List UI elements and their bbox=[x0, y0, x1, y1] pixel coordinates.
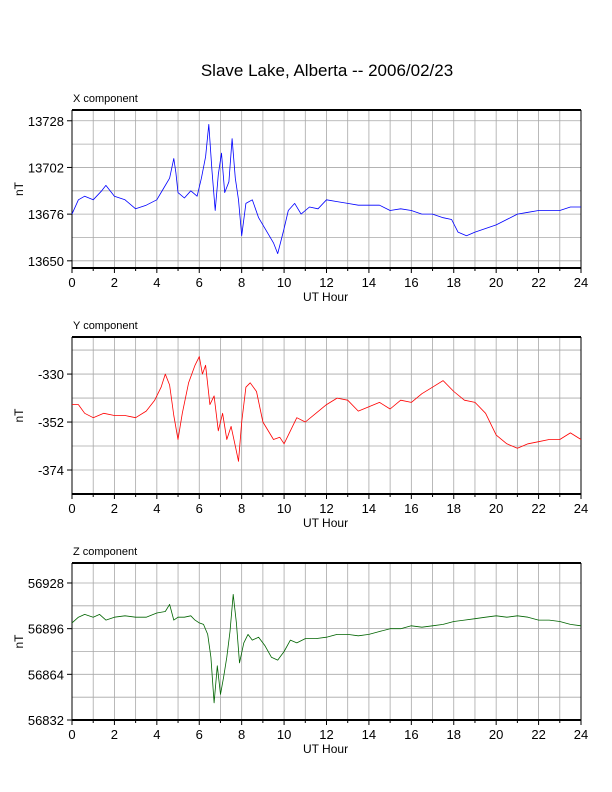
panel-title: X component bbox=[73, 93, 138, 105]
panel-title: Z component bbox=[73, 546, 137, 558]
x-tick-label: 4 bbox=[153, 727, 160, 742]
panel-title: Y component bbox=[73, 320, 138, 332]
x-tick-label: 18 bbox=[447, 727, 461, 742]
y-tick-label: -330 bbox=[38, 367, 64, 382]
y-axis-label: nT bbox=[12, 634, 26, 649]
y-tick-label: -352 bbox=[38, 415, 64, 430]
x-tick-label: 24 bbox=[574, 275, 588, 290]
x-tick-label: 6 bbox=[196, 275, 203, 290]
y-tick-label: 13650 bbox=[28, 254, 64, 269]
x-tick-label: 8 bbox=[238, 275, 245, 290]
x-tick-label: 8 bbox=[238, 501, 245, 516]
x-tick-label: 2 bbox=[111, 501, 118, 516]
x-tick-label: 22 bbox=[531, 727, 545, 742]
x-tick-label: 20 bbox=[489, 727, 503, 742]
x-tick-label: 0 bbox=[68, 501, 75, 516]
x-tick-label: 22 bbox=[531, 275, 545, 290]
y-axis-label: nT bbox=[12, 181, 26, 196]
x-tick-label: 4 bbox=[153, 501, 160, 516]
x-tick-label: 14 bbox=[362, 727, 376, 742]
x-tick-label: 2 bbox=[111, 727, 118, 742]
y-axis-label: nT bbox=[12, 408, 26, 423]
series-line bbox=[71, 594, 582, 704]
y-tick-label: 56928 bbox=[28, 576, 64, 591]
y-tick-label: 13676 bbox=[28, 207, 64, 222]
x-tick-label: 14 bbox=[362, 275, 376, 290]
y-tick-label: 56864 bbox=[28, 667, 64, 682]
x-tick-label: 16 bbox=[404, 275, 418, 290]
x-tick-label: 18 bbox=[447, 275, 461, 290]
x-tick-label: 6 bbox=[196, 727, 203, 742]
x-axis-label: UT Hour bbox=[303, 742, 348, 756]
x-tick-label: 4 bbox=[153, 275, 160, 290]
y-tick-label: 13728 bbox=[28, 114, 64, 129]
series-line bbox=[71, 124, 581, 255]
x-tick-label: 10 bbox=[277, 501, 291, 516]
x-tick-label: 10 bbox=[277, 275, 291, 290]
x-axis-label: UT Hour bbox=[303, 290, 348, 304]
y-tick-label: -374 bbox=[38, 463, 64, 478]
x-tick-label: 12 bbox=[319, 501, 333, 516]
y-tick-label: 13702 bbox=[28, 160, 64, 175]
x-tick-label: 0 bbox=[68, 275, 75, 290]
x-tick-label: 8 bbox=[238, 727, 245, 742]
series-line bbox=[72, 356, 582, 462]
x-tick-label: 20 bbox=[489, 275, 503, 290]
chart-title: Slave Lake, Alberta -- 2006/02/23 bbox=[201, 61, 453, 80]
x-tick-label: 24 bbox=[574, 501, 588, 516]
x-tick-label: 20 bbox=[489, 501, 503, 516]
x-tick-label: 2 bbox=[111, 275, 118, 290]
x-tick-label: 0 bbox=[68, 727, 75, 742]
x-tick-label: 6 bbox=[196, 501, 203, 516]
x-tick-label: 12 bbox=[319, 275, 333, 290]
y-tick-label: 56832 bbox=[28, 713, 64, 728]
x-tick-label: 16 bbox=[404, 727, 418, 742]
x-tick-label: 18 bbox=[447, 501, 461, 516]
x-axis-label: UT Hour bbox=[303, 516, 348, 530]
x-tick-label: 16 bbox=[404, 501, 418, 516]
x-tick-label: 22 bbox=[531, 501, 545, 516]
x-tick-label: 10 bbox=[277, 727, 291, 742]
x-tick-label: 14 bbox=[362, 501, 376, 516]
y-tick-label: 56896 bbox=[28, 622, 64, 637]
x-tick-label: 24 bbox=[574, 727, 588, 742]
x-tick-label: 12 bbox=[319, 727, 333, 742]
